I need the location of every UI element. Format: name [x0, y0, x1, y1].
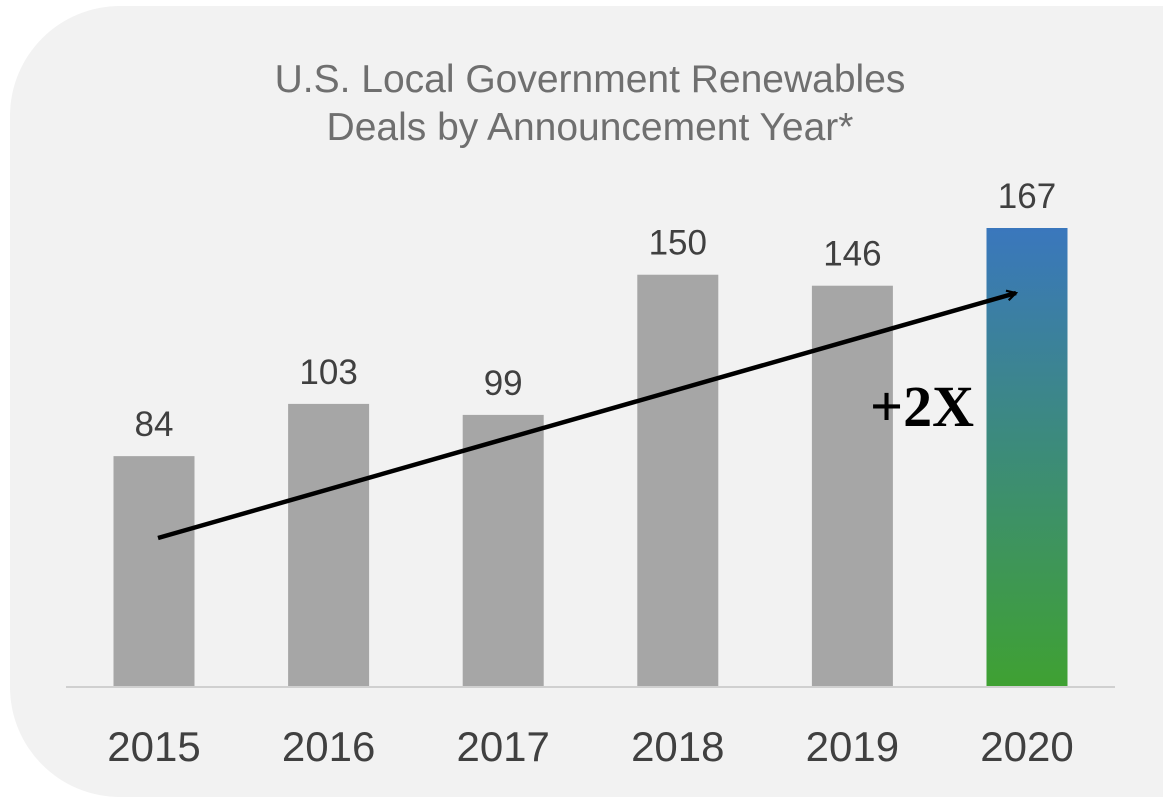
data-label-2015: 84	[135, 405, 174, 444]
bar-2018	[637, 274, 719, 687]
x-tick-label-2020: 2020	[980, 723, 1073, 770]
data-label-2020: 167	[998, 177, 1056, 216]
data-label-2016: 103	[299, 353, 357, 392]
x-tick-label-2018: 2018	[631, 723, 724, 770]
data-label-2017: 99	[484, 364, 523, 403]
chart-title-line-2: Deals by Announcement Year*	[326, 106, 854, 149]
data-label-2018: 150	[649, 224, 707, 263]
x-tick-label-2016: 2016	[282, 723, 375, 770]
bar-2016	[288, 403, 370, 687]
data-label-2019: 146	[823, 235, 881, 274]
x-tick-label-2019: 2019	[806, 723, 899, 770]
trend-arrow	[157, 293, 1016, 541]
chart-title: U.S. Local Government Renewables Deals b…	[160, 56, 1020, 152]
bar-2017	[462, 414, 544, 687]
bar-2019	[811, 285, 893, 687]
growth-annotation: +2X	[870, 374, 974, 439]
chart-card	[10, 6, 1163, 797]
bar-2015	[113, 456, 195, 687]
x-tick-label-2017: 2017	[456, 723, 549, 770]
x-tick-label-2015: 2015	[107, 723, 200, 770]
bar-2020	[986, 228, 1068, 687]
chart-title-line-1: U.S. Local Government Renewables	[274, 58, 906, 101]
